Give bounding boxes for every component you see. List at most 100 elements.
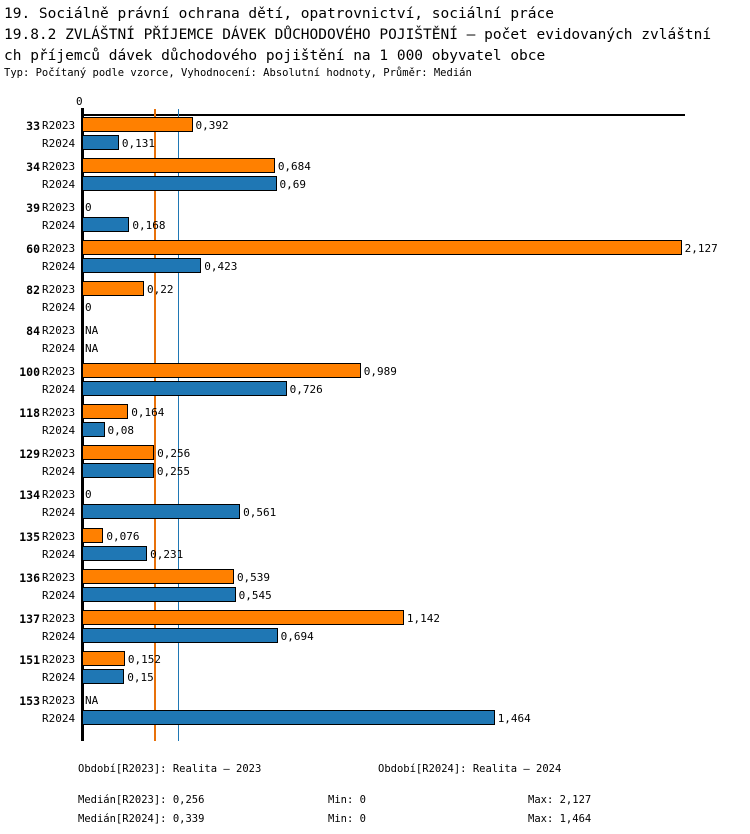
bar-value-label: 0,423	[204, 260, 238, 274]
group-label: 134	[19, 488, 40, 503]
group-label: 135	[19, 529, 40, 544]
series-label: R2024	[42, 301, 76, 315]
series-label: R2024	[42, 260, 76, 274]
bar-value-label: 1,464	[497, 711, 531, 725]
median-r2023-stat: Medián[R2023]: 0,256	[78, 794, 205, 806]
title-line-1: 19. Sociálně právní ochrana dětí, opatro…	[4, 6, 554, 22]
bar[interactable]	[82, 217, 130, 233]
median-r2024-stat: Medián[R2024]: 0,339	[78, 813, 205, 825]
series-label: R2023	[42, 529, 76, 543]
median-line-r2024	[177, 109, 180, 741]
bar[interactable]	[82, 363, 361, 379]
chart-footer: Období[R2023]: Realita – 2023 Období[R20…	[0, 755, 750, 834]
bar[interactable]	[82, 240, 682, 256]
bar-value-label: 0,131	[121, 137, 156, 150]
series-label: R2023	[42, 324, 76, 338]
bar[interactable]	[82, 527, 104, 543]
bar-value-label: 0,152	[127, 652, 161, 666]
bar[interactable]	[82, 381, 287, 397]
group-label: 136	[19, 570, 40, 585]
bar[interactable]	[82, 504, 241, 520]
group-label: 153	[19, 693, 40, 708]
bar[interactable]	[82, 545, 148, 561]
min-r2023-stat: Min: 0	[328, 794, 366, 806]
max-r2024-stat: Max: 1,464	[528, 813, 592, 825]
group-label: 34	[26, 160, 40, 175]
series-label: R2024	[42, 137, 76, 150]
chart-subtitle: Typ: Počítaný podle vzorce, Vyhodnocení:…	[4, 67, 472, 79]
series-label: R2023	[42, 365, 76, 379]
bar-value-label: 0,168	[132, 219, 166, 233]
series-label: R2023	[42, 447, 76, 461]
bar-chart-plot-area: 0 33 R2023 0,392 R2024 0,131 34 R2023 0,684 R202…	[19, 95, 718, 741]
bar[interactable]	[82, 404, 129, 420]
bar[interactable]	[82, 281, 145, 297]
bar-value-label: 0,15	[127, 670, 154, 684]
group-label: 60	[26, 242, 40, 257]
bar[interactable]	[82, 609, 404, 625]
chart-title-block: 19. Sociálně právní ochrana dětí, opatro…	[4, 4, 746, 67]
bar-value-label: 0,684	[277, 160, 311, 174]
bar[interactable]	[82, 445, 155, 461]
group-label: 129	[19, 447, 40, 462]
bar-value-label: 0,164	[131, 406, 165, 420]
title-line-3: ch příjemců dávek důchodového pojištění …	[4, 48, 546, 64]
bar[interactable]	[82, 158, 275, 174]
group-label: 84	[26, 324, 40, 339]
bar-value-label: 0,989	[363, 365, 397, 379]
series-label: R2024	[42, 178, 76, 192]
series-label: R2024	[42, 670, 76, 684]
group-label: 118	[19, 406, 40, 421]
bar[interactable]	[82, 627, 278, 643]
bar-value-label: 0	[85, 488, 92, 502]
bar[interactable]	[82, 176, 277, 192]
bar[interactable]	[82, 422, 105, 438]
bar-value-label: 0	[85, 301, 92, 315]
series-label: R2024	[42, 629, 76, 643]
series-label: R2023	[42, 119, 76, 132]
series-label: R2023	[42, 160, 76, 174]
bar[interactable]	[82, 568, 234, 584]
series-label: R2023	[42, 406, 76, 420]
bar[interactable]	[82, 709, 495, 725]
bar[interactable]	[82, 650, 125, 666]
axis-tick-zero: 0	[76, 95, 83, 108]
title-line-2: 19.8.2 ZVLÁŠTNÍ PŘÍJEMCE DÁVEK DŮCHODOVÉ…	[4, 27, 712, 43]
min-r2024-stat: Min: 0	[328, 813, 366, 825]
bar-value-label: 0,545	[238, 588, 272, 602]
group-label: 151	[19, 652, 40, 667]
bar[interactable]	[82, 463, 154, 479]
series-label: R2024	[42, 424, 76, 438]
bar-value-label: 0,392	[195, 119, 229, 132]
bar-value-label: 0,22	[147, 283, 174, 297]
group-label: 39	[26, 201, 40, 216]
series-label: R2023	[42, 693, 76, 707]
series-label: R2024	[42, 383, 76, 397]
bar-value-label: 2,127	[684, 242, 718, 256]
bar[interactable]	[82, 135, 119, 150]
bar-value-label: 0,69	[279, 178, 307, 192]
bar-value-label: 0,694	[280, 629, 314, 643]
bar[interactable]	[82, 258, 202, 274]
bar[interactable]	[82, 668, 125, 684]
bar[interactable]	[82, 117, 193, 132]
series-label: R2024	[42, 547, 76, 561]
series-label: R2023	[42, 201, 76, 215]
group-label: 82	[26, 283, 40, 298]
group-label: 33	[26, 119, 40, 133]
legend-r2024: Období[R2024]: Realita – 2024	[378, 763, 562, 775]
median-line-r2023	[154, 109, 156, 741]
bar-value-label: 0,539	[236, 570, 271, 584]
bar[interactable]	[82, 586, 236, 602]
max-r2023-stat: Max: 2,127	[528, 794, 592, 806]
bar-value-label: 0,726	[289, 383, 323, 397]
series-label: R2024	[42, 506, 76, 520]
bar-value-label: 0,231	[150, 547, 184, 561]
bar-value-label: 0	[85, 201, 92, 215]
bar-value-label: NA	[85, 324, 99, 338]
bar-value-label: NA	[85, 693, 99, 707]
series-label: R2023	[42, 652, 76, 666]
series-label: R2024	[42, 588, 76, 602]
series-label: R2024	[42, 219, 76, 233]
bar-value-label: 1,142	[406, 611, 441, 625]
